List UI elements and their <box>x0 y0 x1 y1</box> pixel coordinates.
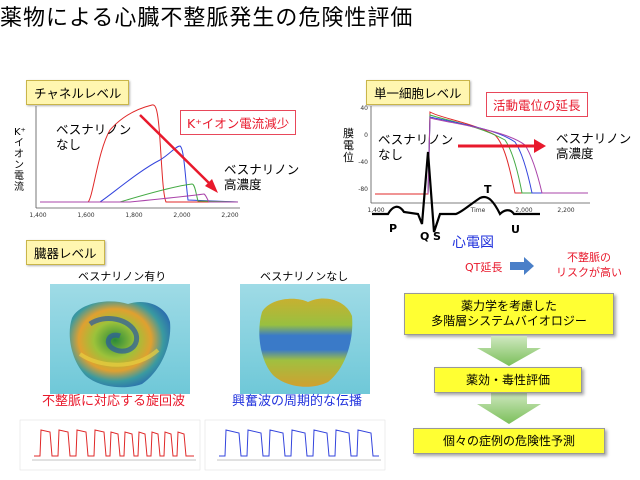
ap-trace-high-2 <box>427 117 588 195</box>
arrhythmia-risk-label: 不整脈の リスクが高い <box>556 251 622 279</box>
heart-simulation-without-drug <box>240 284 370 394</box>
channel-level-tag: チャネルレベル <box>26 80 130 105</box>
cell-with-drug-label: ベスナリノン 高濃度 <box>556 131 632 161</box>
current-trace-high-1 <box>40 183 239 203</box>
channel-x-tick: 1,800 <box>125 212 142 219</box>
ecg-wave-t: T <box>484 183 492 196</box>
ap-trace-high-1 <box>427 116 588 195</box>
arrhythmia-waveform-plot <box>19 419 201 471</box>
qt-prolong-label: QT延長 <box>465 261 503 274</box>
flow-box-systems-biology: 薬力学を考慮した 多階層システムバイオロジー <box>404 293 614 335</box>
channel-x-tick: 1,600 <box>77 212 94 219</box>
organ-with-drug-label: ベスナリノン有り <box>78 270 167 283</box>
organ-without-drug-label: ベスナリノンなし <box>260 270 349 283</box>
cell-y-tick: 40 <box>360 105 368 112</box>
cell-x-tick: 2,000 <box>515 207 532 214</box>
cell-x-tick: 2,200 <box>557 207 574 214</box>
channel-y-axis-label: K⁺イオン電流 <box>14 127 26 193</box>
cell-effect-label: 活動電位の延長 <box>486 92 588 117</box>
ecg-wave-p: P <box>389 222 398 235</box>
qt-arrow <box>510 257 534 275</box>
current-trace-control <box>40 104 238 203</box>
current-trace-high-2 <box>40 193 238 203</box>
channel-x-tick: 2,200 <box>221 212 238 219</box>
channel-x-tick: 1,400 <box>29 212 46 219</box>
cell-y-tick: -40 <box>358 159 368 166</box>
ecg-label: 心電図 <box>452 235 494 251</box>
ap-trace-mid <box>427 114 588 195</box>
ecg-wave-u: U <box>511 223 520 236</box>
cell-level-tag: 単一細胞レベル <box>366 80 470 105</box>
cell-x-tick: Time <box>470 207 486 214</box>
page-title: 薬物による心臓不整脈発生の危険性評価 <box>0 6 414 31</box>
cell-y-tick: -80 <box>358 186 368 193</box>
heart-simulation-with-drug <box>50 284 190 394</box>
cell-y-axis-label: 膜電位 <box>343 127 354 164</box>
flow-box-efficacy-toxicity: 薬効・毒性評価 <box>434 367 582 393</box>
arrhythmia-caption: 不整脈に対応する旋回波 <box>42 394 186 409</box>
channel-x-tick: 2,000 <box>173 212 190 219</box>
ecg-wave-q: Q <box>420 230 430 243</box>
ecg-wave-s: S <box>433 230 441 243</box>
normal-waveform-plot <box>204 419 386 471</box>
cell-x-tick: 1,400 <box>367 207 384 214</box>
flow-box-risk-prediction: 個々の症例の危険性予測 <box>413 428 605 454</box>
normal-propagation-caption: 興奮波の周期的な伝播 <box>232 394 363 409</box>
current-trace-mid <box>40 145 239 203</box>
channel-decrease-arrow <box>139 114 213 187</box>
channel-with-drug-label: ベスナリノン 高濃度 <box>224 162 300 192</box>
cell-without-drug-label: ベスナリノン なし <box>378 132 454 162</box>
flow-arrow-1 <box>477 336 541 366</box>
cell-y-tick: 0 <box>364 132 368 139</box>
channel-effect-label: K⁺イオン電流減少 <box>180 110 297 135</box>
organ-level-tag: 臓器レベル <box>26 240 105 265</box>
flow-arrow-2 <box>477 392 541 424</box>
channel-without-drug-label: ベスナリノン なし <box>56 122 132 152</box>
ecg-trace <box>372 151 540 233</box>
